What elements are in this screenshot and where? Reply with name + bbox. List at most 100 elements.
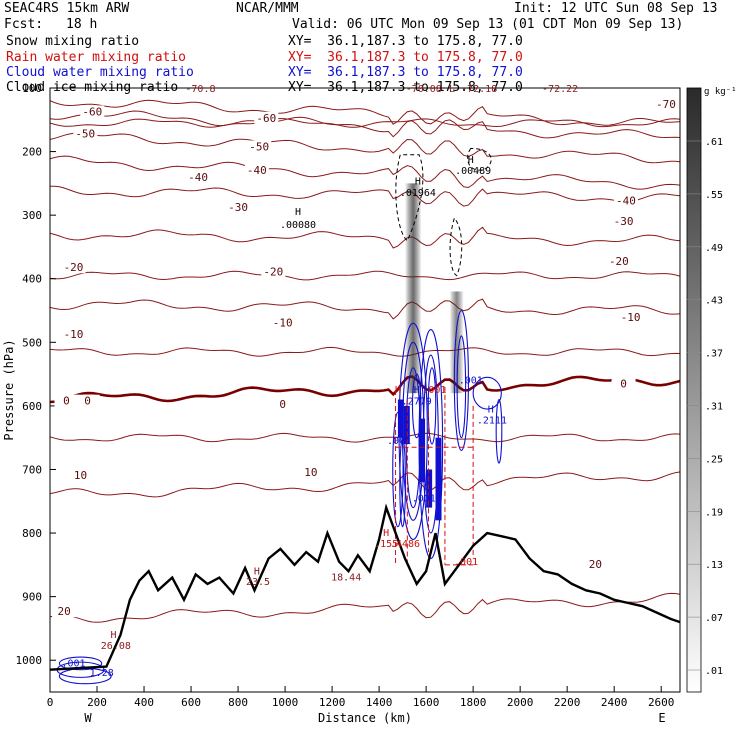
x-tick-label: 1400 <box>366 696 393 709</box>
extremum-label: 26.08 <box>101 641 131 652</box>
cloud-water-contour <box>456 335 467 439</box>
cloud-water-core <box>426 469 433 508</box>
colorbar-label: .49 <box>705 243 723 254</box>
isotherm-label: -30 <box>228 201 248 214</box>
isotherm-20 <box>50 592 680 623</box>
field-rain-name: Rain water mixing ratio <box>6 50 187 65</box>
isotherm-label: -10 <box>273 317 293 330</box>
isotherm-label: 0 <box>84 395 91 408</box>
cloud-ice-contour-2 <box>449 217 463 277</box>
x-tick-label: 600 <box>181 696 201 709</box>
isotherm-label-bg <box>75 394 100 407</box>
x-axis-label: Distance (km) <box>318 711 412 725</box>
isotherm-label: -20 <box>263 266 283 279</box>
cloud-water-core <box>397 399 404 438</box>
isotherm-label: -50 <box>249 140 269 153</box>
x-tick-label: 2200 <box>554 696 581 709</box>
y-tick-label: 400 <box>22 273 42 286</box>
y-axis-label: Pressure (hPa) <box>2 339 16 440</box>
isotherm-label: 10 <box>74 469 87 482</box>
isotherm-label-bg <box>298 465 323 478</box>
extremum-label: .155 <box>374 539 398 550</box>
isotherm--60 <box>50 110 680 139</box>
cloud-water-core <box>435 437 442 521</box>
isotherm--40 <box>50 155 680 190</box>
plot-frame <box>49 87 681 693</box>
isotherm-extra <box>50 346 680 357</box>
isotherm-label-bg <box>186 170 211 183</box>
field-snow-xy: XY= 36.1,187.3 to 175.8, 77.0 <box>288 34 523 49</box>
isotherm-label: -60 <box>256 112 276 125</box>
y-tick-label: 200 <box>22 146 42 159</box>
top-extremum-label: -72.22 <box>542 84 578 95</box>
cloud-water-contour <box>453 309 469 451</box>
y-tick-label: 300 <box>22 209 42 222</box>
extremum-label: 1.28 <box>90 668 114 679</box>
colorbar-label: .07 <box>705 613 723 624</box>
isotherm-label: -40 <box>188 171 208 184</box>
x-tick-label: 2000 <box>507 696 534 709</box>
isotherm-10 <box>50 471 680 498</box>
isotherm-label: -20 <box>64 261 84 274</box>
isotherm-extra <box>50 270 680 281</box>
cloud-water-contour <box>405 367 421 509</box>
isotherm-label-bg <box>226 200 251 213</box>
model-title: SEAC4RS 15km ARW <box>4 1 130 16</box>
east-endpoint-label: E <box>658 711 665 725</box>
isotherm-label: -40 <box>247 164 267 177</box>
extremum-label: .001 <box>412 493 436 504</box>
y-tick-label: 500 <box>22 336 42 349</box>
isotherm--20 <box>50 226 680 249</box>
cloud-water-contour <box>427 367 437 445</box>
isotherm-label-bg <box>254 111 279 124</box>
isotherm-0 <box>50 375 680 404</box>
extremum-label: H <box>295 207 301 218</box>
isotherm-label: -10 <box>621 311 641 324</box>
extremum-label: 23.5 <box>246 577 270 588</box>
isotherm-label-bg <box>606 254 631 267</box>
isotherm-label: -30 <box>614 215 634 228</box>
extremum-label: .001 <box>454 557 478 568</box>
isotherm-label-bg <box>73 127 98 140</box>
isotherm-label-bg <box>52 605 77 618</box>
colorbar-label: .25 <box>705 454 723 465</box>
y-tick-label: 600 <box>22 400 42 413</box>
extremum-label: .001 <box>459 376 483 387</box>
cloud-water-contour <box>402 341 425 521</box>
extremum-label: .00489 <box>455 166 491 177</box>
cloud-water-contour <box>411 373 422 439</box>
isotherm-label-bg <box>54 394 79 407</box>
isotherm-label-bg <box>247 140 272 153</box>
colorbar-label: .55 <box>705 190 723 201</box>
extremum-label: H <box>415 177 421 188</box>
colorbar-label: .01 <box>705 666 723 677</box>
isotherm-label: -70 <box>656 98 676 111</box>
isotherm-label-bg <box>68 469 93 482</box>
extremum-label: .001 <box>422 385 446 396</box>
extremum-label: .001 <box>387 436 411 447</box>
x-tick-label: 2400 <box>601 696 628 709</box>
isotherm-label-bg <box>611 214 636 227</box>
cloud-water-contour <box>58 656 103 671</box>
y-tick-label: 800 <box>22 527 42 540</box>
colorbar-label: .37 <box>705 349 723 360</box>
isotherm-label-bg <box>61 261 86 274</box>
init-time: Init: 12 UTC Sun 08 Sep 13 <box>514 1 718 16</box>
cloud-water-contour <box>418 329 444 560</box>
field-snow-name: Snow mixing ratio <box>6 34 140 49</box>
field-cloudice-name: Cloud ice mixing ratio <box>6 80 179 95</box>
valid-time: Valid: 06 UTC Mon 09 Sep 13 (01 CDT Mon … <box>292 17 684 32</box>
x-tick-label: 2600 <box>648 696 675 709</box>
isotherm-label-bg <box>613 194 638 207</box>
x-tick-label: 1000 <box>272 696 299 709</box>
isotherm-label-bg <box>653 97 678 110</box>
cloud-water-contour <box>56 661 105 678</box>
terrain-surface <box>50 503 680 671</box>
isotherm-label: 0 <box>279 398 286 411</box>
org-label: NCAR/MMM <box>236 1 299 16</box>
cloud-ice-contour-1 <box>395 154 424 242</box>
cloud-water-contour <box>392 411 404 528</box>
isotherm--30 <box>50 185 680 207</box>
isotherm-extra <box>50 117 680 128</box>
